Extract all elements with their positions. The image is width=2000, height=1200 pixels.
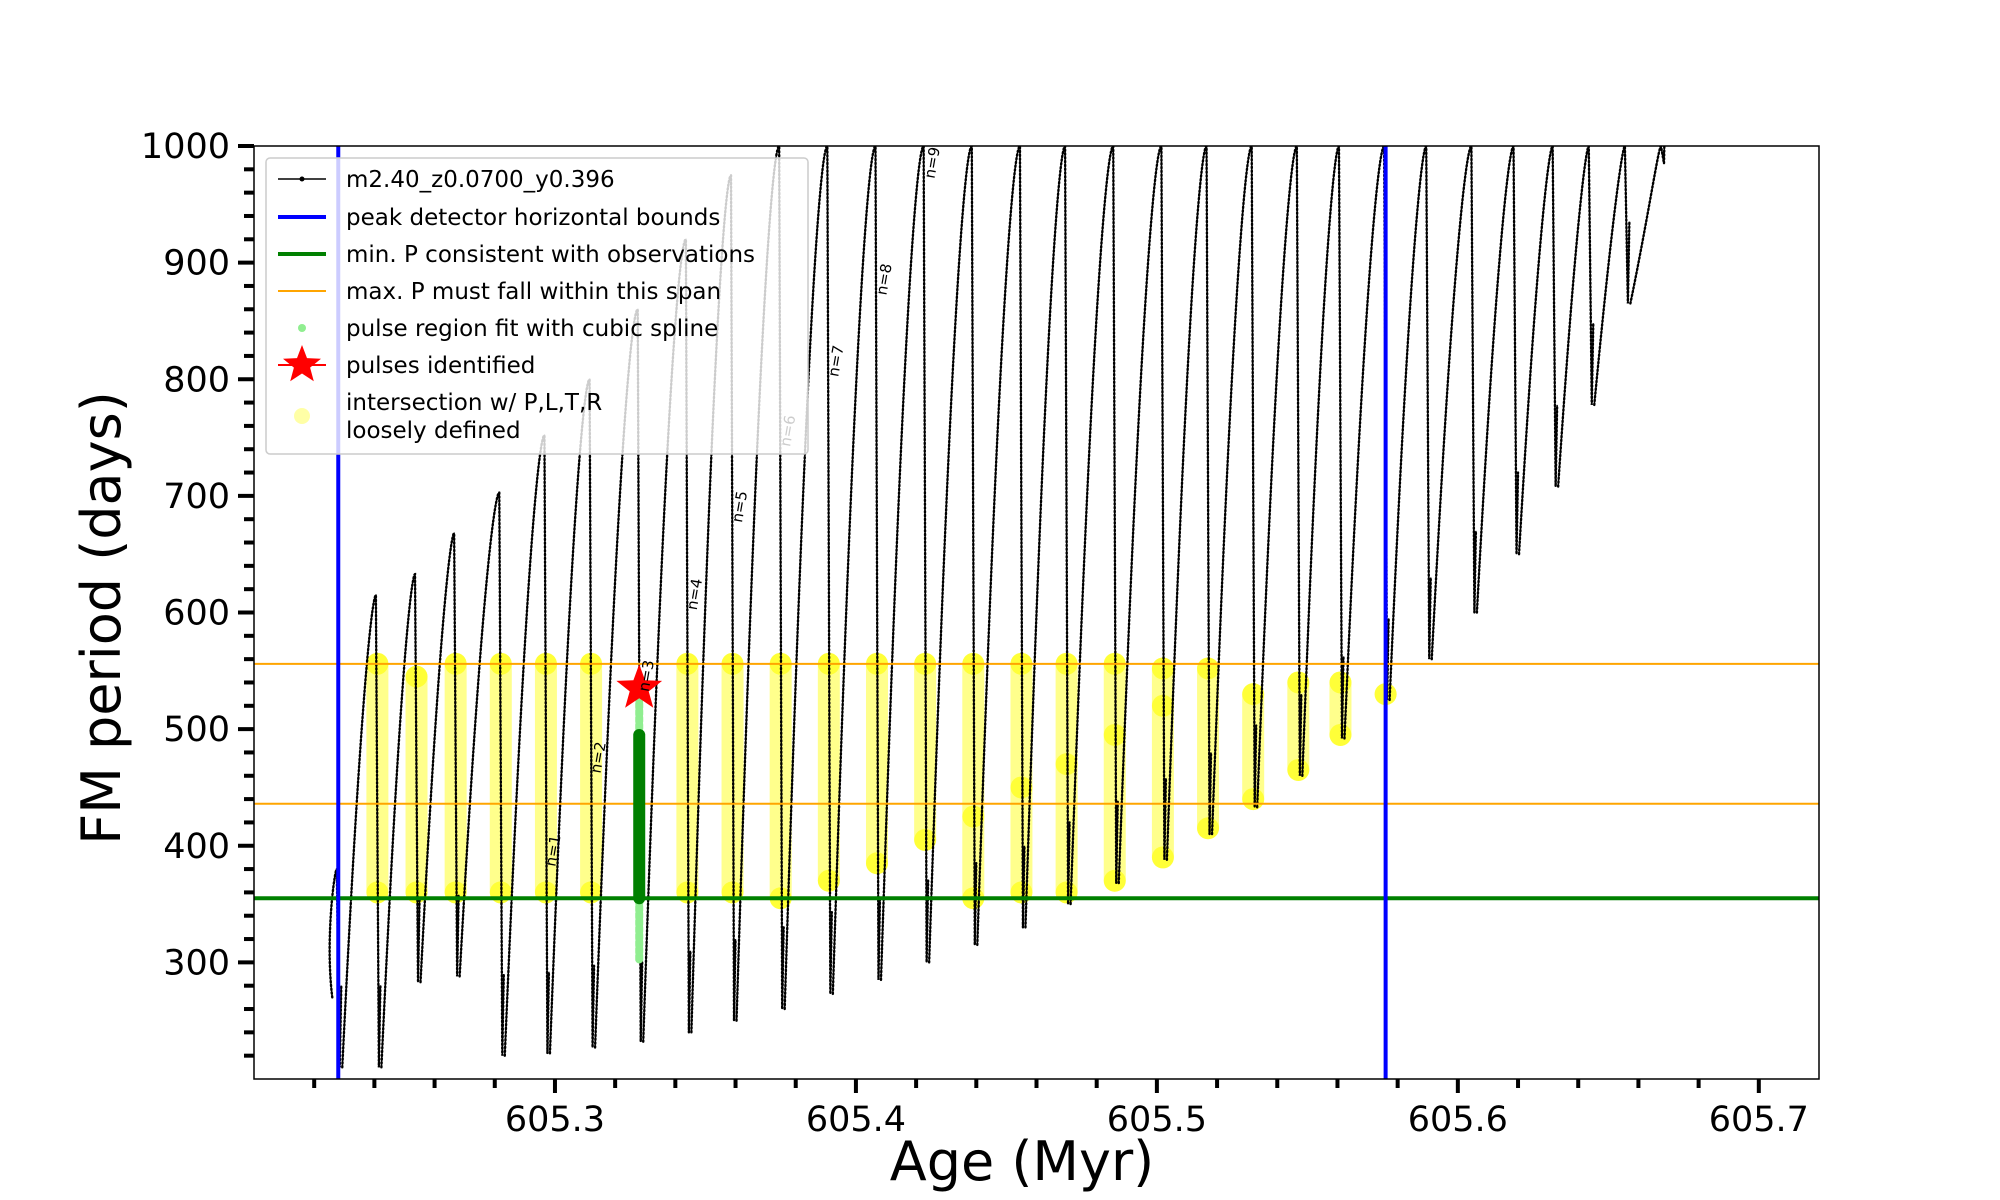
legend-label: intersection w/ P,L,T,R loosely defined [346, 390, 602, 444]
pulse-curve [1118, 146, 1167, 884]
pulse-number-label: n=9 [921, 145, 944, 179]
pulse-number-label: n=4 [683, 577, 706, 611]
pulse-number-label: n=3 [635, 659, 658, 693]
loose-point [1242, 788, 1265, 811]
pulse-number-label: n=5 [728, 490, 751, 524]
pulse-curve [928, 146, 977, 963]
pulse-curve [1518, 146, 1558, 555]
pulse-number-label: n=7 [824, 344, 847, 378]
loose-point [1151, 846, 1174, 869]
pulse-curve [1256, 146, 1303, 808]
pulse-curve [458, 491, 505, 1056]
x-tick-label: 605.4 [806, 1100, 906, 1140]
loose-point [1242, 683, 1265, 706]
y-tick-label: 400 [163, 827, 230, 867]
pulse-curve [880, 146, 929, 980]
legend-label: pulse region fit with cubic spline [346, 316, 718, 342]
pulse-curve [1388, 146, 1432, 700]
legend-spline-marker [298, 324, 306, 332]
y-tick-label: 1000 [141, 127, 230, 167]
y-tick-label: 600 [163, 594, 230, 634]
loose-point [1151, 694, 1174, 717]
pulse-curve [1166, 146, 1212, 860]
legend-label: min. P consistent with observations [346, 242, 755, 268]
y-tick-label: 500 [163, 710, 230, 750]
pulse-curve [1069, 146, 1119, 905]
legend-star-marker [283, 345, 321, 382]
y-axis-label: FM period (days) [70, 391, 133, 845]
legend-label-line: intersection w/ P,L,T,R [346, 390, 602, 416]
pulse-curve [1301, 146, 1345, 776]
loose-point [1197, 817, 1220, 840]
spline-fit-layer [616, 664, 663, 967]
legend-model-marker [299, 176, 305, 182]
legend-label: peak detector horizontal bounds [346, 205, 720, 231]
x-tick-label: 605.5 [1107, 1100, 1207, 1140]
y-tick-label: 800 [163, 360, 230, 400]
legend-label: m2.40_z0.0700_y0.396 [346, 167, 615, 193]
pulse-identified-star [616, 664, 663, 708]
x-tick-label: 605.6 [1408, 1100, 1508, 1140]
legend-label: pulses identified [346, 353, 535, 379]
pulse-curve [832, 146, 881, 994]
pulse-curve [1476, 146, 1519, 613]
pulse-curve [976, 146, 1026, 945]
pulse-curve [1024, 146, 1071, 928]
x-tick-label: 605.3 [505, 1100, 605, 1140]
y-tick-label: 700 [163, 477, 230, 517]
pulse-curve [783, 146, 833, 1010]
axes-layer: 605.3 605.4 605.5 605.6 605.7 300 400 500 600 700… [141, 127, 1809, 1140]
loose-point [1287, 758, 1310, 781]
legend-label: max. P must fall within this span [346, 279, 721, 305]
legend-loose-marker [294, 408, 310, 424]
pulse-curve [419, 532, 460, 983]
x-tick-label: 605.7 [1709, 1100, 1809, 1140]
x-axis-label: Age (Myr) [890, 1130, 1155, 1193]
pulse-curve [1211, 146, 1257, 835]
y-tick-label: 300 [163, 943, 230, 983]
y-tick-label: 900 [163, 244, 230, 284]
pulse-number-label: n=8 [872, 262, 895, 296]
pulse-curve [1431, 146, 1477, 660]
loose-point [962, 805, 985, 828]
loose-point [1287, 671, 1310, 694]
loose-point [1055, 753, 1078, 776]
loose-point [914, 828, 937, 851]
legend-label-line: loosely defined [346, 418, 521, 444]
pulse-number-label: n=2 [587, 740, 610, 774]
legend-box [265, 157, 809, 455]
pulse-curve [1343, 146, 1390, 739]
loose-point [1103, 869, 1126, 892]
pulse-number-label: n=1 [541, 834, 564, 868]
loose-point [1329, 723, 1352, 746]
